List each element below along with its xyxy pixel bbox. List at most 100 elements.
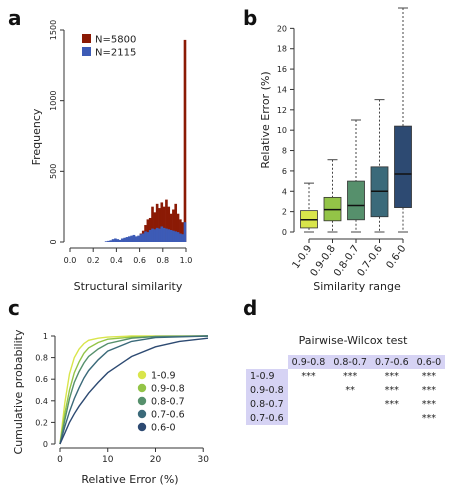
histogram-bar-2115 — [137, 235, 140, 242]
histogram-bar-2115 — [121, 238, 124, 242]
histogram-bar-2115 — [165, 228, 168, 242]
x-tick-label: 1-0.9 — [291, 243, 315, 271]
legend-swatch — [82, 34, 91, 43]
legend-marker — [137, 383, 147, 393]
table-cell: *** — [384, 398, 399, 410]
x-tick-label: 0.7-0.6 — [356, 243, 385, 278]
y-tick-label: 6 — [282, 167, 287, 176]
histogram-bar-5800 — [155, 203, 159, 242]
histogram-bar-5800 — [151, 206, 154, 242]
table-title: Pairwise-Wilcox test — [298, 334, 408, 347]
x-tick-label: 1.0 — [180, 256, 193, 265]
histogram-bar-2115 — [132, 234, 136, 242]
y-tick-label: 16 — [277, 65, 287, 74]
x-tick-label: 0.0 — [64, 256, 77, 265]
histogram-bar-5800 — [160, 202, 164, 242]
histogram-bar-2115 — [176, 232, 180, 242]
histogram-bar-2115 — [160, 226, 164, 242]
legend-label: 0.8-0.7 — [151, 397, 185, 408]
histogram-bar-5800 — [167, 206, 171, 242]
histogram-bar-2115 — [167, 229, 171, 242]
y-tick-label: 0.2 — [35, 418, 48, 427]
table-row: 0.9-0.8 ** *** *** — [246, 383, 445, 397]
box — [394, 125, 412, 208]
x-axis-title: Relative Error (%) — [81, 473, 178, 486]
histogram-bar-5800 — [172, 209, 175, 242]
x-tick-label: 0.4 — [110, 256, 123, 265]
y-tick-label: 0.4 — [35, 397, 48, 406]
y-tick-label: 1 — [43, 332, 48, 341]
box — [347, 180, 365, 221]
histogram-bar-5800 — [146, 219, 150, 242]
histogram-bar-2115 — [125, 237, 129, 242]
y-tick-label: 4 — [282, 187, 287, 196]
histogram-bar-2115 — [158, 228, 161, 242]
histogram-bar-2115 — [141, 233, 145, 242]
y-tick-label: 500 — [49, 164, 58, 179]
table-row: 0.8-0.7 *** *** — [246, 397, 445, 411]
histogram-bar-2115 — [183, 222, 187, 242]
histogram-bar-2115 — [109, 240, 113, 242]
histogram-bar-2115 — [111, 239, 115, 242]
y-tick-label: 10 — [277, 126, 287, 135]
histogram-bar-5800 — [158, 208, 161, 242]
table-cell: *** — [421, 370, 437, 382]
table-row-header: 1-0.9 — [246, 369, 288, 383]
table-cell — [329, 397, 371, 411]
cdf-line — [59, 335, 209, 445]
y-tick-label: 18 — [277, 45, 287, 54]
table-cell: *** — [384, 384, 399, 396]
histogram-bar-2115 — [169, 229, 173, 242]
y-axis-title: Cumulative probability — [12, 329, 25, 454]
cdf-line — [59, 335, 209, 445]
table-cell — [288, 383, 330, 397]
x-axis-title: Structural similarity — [74, 280, 183, 293]
x-tick-label: 20 — [150, 455, 162, 465]
legend-swatch — [82, 47, 91, 56]
histogram-bar-2115 — [181, 234, 184, 242]
panel-b-label: b — [243, 6, 258, 30]
histogram-bar-2115 — [146, 232, 150, 242]
y-tick-label: 0 — [49, 239, 58, 244]
y-tick-label: 12 — [277, 106, 287, 115]
histogram-bar-5800 — [174, 203, 178, 242]
histogram-bar-2115 — [148, 229, 152, 242]
table-row-header: 0.7-0.6 — [246, 411, 288, 425]
table-cell: ** — [345, 384, 355, 396]
table-row-header: 0.9-0.8 — [246, 383, 288, 397]
histogram-bar-2115 — [155, 227, 159, 242]
y-tick-label: 0.6 — [35, 375, 48, 384]
table-cell: *** — [384, 370, 399, 382]
y-tick-label: 0 — [282, 228, 287, 237]
histogram-bar-2115 — [179, 233, 182, 242]
panel-c-label: c — [8, 296, 20, 320]
cdf-line — [59, 335, 208, 445]
legend-label: 0.6-0 — [151, 423, 176, 434]
histogram-chart: 0 500 1000 1500 0.0 0.2 0.4 0.6 0.8 1.0 Structural… — [30, 20, 193, 293]
panel-a-label: a — [8, 6, 22, 30]
panel-d-label: d — [243, 296, 258, 320]
table-header-cell: 0.9-0.8 — [287, 355, 330, 369]
histogram-bar-2115 — [174, 231, 178, 242]
x-tick-label: 0 — [57, 455, 63, 465]
histogram-bar-2115 — [104, 241, 108, 242]
histogram-bar-5800 — [169, 213, 173, 242]
legend-marker — [137, 396, 147, 406]
wilcox-table: 0.9-0.8 0.8-0.7 0.7-0.6 0.6-0 1-0.9 *** *** ***… — [246, 355, 446, 425]
table-header-cell: 0.7-0.6 — [370, 355, 413, 369]
cdf-line — [59, 337, 209, 445]
cdf-line — [59, 335, 209, 445]
boxplot-chart: 0 2 4 6 8 10 12 14 16 18 20 Relative Error (%) 1-0.9… — [259, 7, 412, 293]
histogram-bar-5800 — [181, 222, 184, 242]
histogram-bar-2115 — [144, 231, 147, 242]
histogram-bar-2115 — [134, 236, 138, 242]
legend-marker — [137, 422, 147, 432]
legend-label: 0.9-0.8 — [151, 384, 185, 395]
x-axis-title: Similarity range — [313, 280, 401, 293]
y-tick-label: 1500 — [49, 20, 58, 40]
histogram-bar-2115 — [151, 228, 154, 242]
histogram-bar-2115 — [153, 229, 157, 242]
table-header-row: 0.9-0.8 0.8-0.7 0.7-0.6 0.6-0 — [246, 355, 446, 369]
x-tick-label: 10 — [102, 455, 114, 465]
table-cell — [288, 397, 330, 411]
